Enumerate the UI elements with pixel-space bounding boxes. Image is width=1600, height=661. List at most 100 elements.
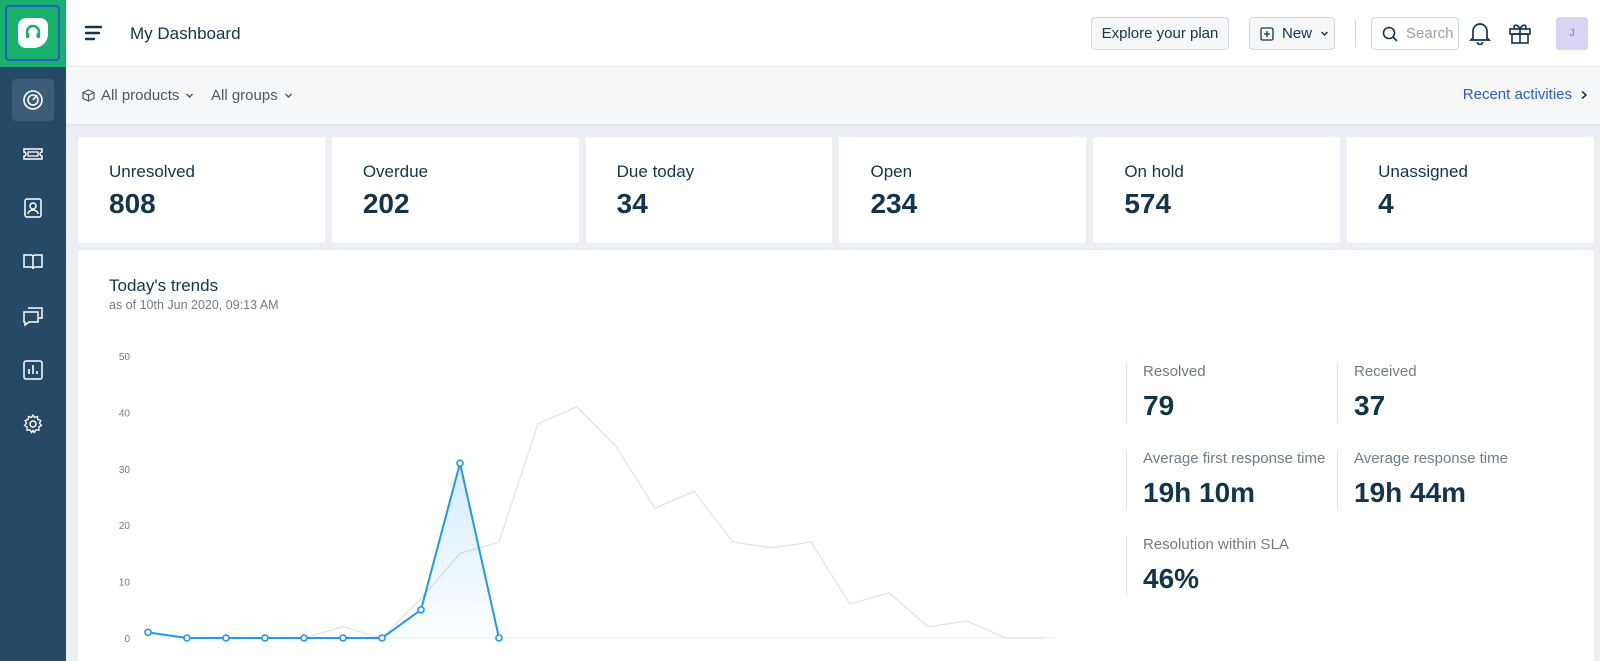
card-label: Open xyxy=(870,162,913,181)
metric-value: 19h 44m xyxy=(1354,477,1467,508)
sidebar-item-contacts[interactable] xyxy=(12,187,54,229)
card-label: Due today xyxy=(616,162,695,181)
card-unresolved[interactable]: Unresolved 808 xyxy=(78,137,325,243)
data-point xyxy=(339,634,347,642)
card-value: 34 xyxy=(616,188,648,219)
sidebar-item-analytics[interactable] xyxy=(12,349,54,391)
products-filter-label: All products xyxy=(101,87,180,104)
box-icon xyxy=(82,89,95,102)
filter-bar: All products All groups Recent activitie… xyxy=(66,67,1600,125)
data-point xyxy=(378,634,386,642)
data-point xyxy=(300,634,308,642)
groups-filter[interactable]: All groups xyxy=(211,87,293,104)
avatar[interactable]: J xyxy=(1556,17,1588,50)
y-tick-label: 10 xyxy=(119,578,131,589)
card-label: On hold xyxy=(1124,162,1184,181)
sidebar-item-tickets[interactable] xyxy=(12,133,54,175)
card-value: 234 xyxy=(870,188,918,219)
sidebar-item-admin[interactable] xyxy=(12,403,54,445)
metric-value: 19h 10m xyxy=(1143,477,1256,508)
analytics-icon xyxy=(23,360,43,380)
card-label: Unresolved xyxy=(109,162,195,181)
card-value: 4 xyxy=(1378,188,1394,219)
notifications-button[interactable] xyxy=(1467,20,1493,46)
summary-cards: Unresolved 808 Overdue 202 Due today 34 … xyxy=(78,137,1594,243)
sidebar-item-forums[interactable] xyxy=(12,295,54,337)
card-overdue[interactable]: Overdue 202 xyxy=(331,137,579,243)
data-point xyxy=(495,634,503,642)
data-point xyxy=(456,459,464,467)
headset-logo-icon xyxy=(17,18,48,48)
add-box-icon xyxy=(1260,26,1274,41)
forums-icon xyxy=(23,307,43,327)
top-header: My Dashboard Explore your plan New Searc… xyxy=(66,0,1600,67)
groups-filter-label: All groups xyxy=(211,87,278,104)
series-line-today xyxy=(147,462,500,639)
metric-received: Received 37 xyxy=(1337,363,1547,423)
metric-label: Received xyxy=(1354,363,1417,380)
metric-avg-first-response: Average first response time 19h 10m xyxy=(1126,450,1336,510)
metric-resolution-sla: Resolution within SLA 46% xyxy=(1126,536,1336,596)
chevron-down-icon xyxy=(1321,31,1329,36)
metric-label: Resolution within SLA xyxy=(1143,536,1289,553)
chevron-down-icon xyxy=(186,93,194,98)
card-label: Unassigned xyxy=(1378,162,1468,181)
metric-label: Average first response time xyxy=(1143,450,1326,467)
chevron-down-icon xyxy=(284,93,292,98)
search-icon xyxy=(1382,26,1398,42)
page-title: My Dashboard xyxy=(130,24,241,43)
card-due-today[interactable]: Due today 34 xyxy=(585,137,833,243)
metric-label: Resolved xyxy=(1143,363,1206,380)
gift-icon xyxy=(1509,24,1531,44)
data-point xyxy=(183,634,191,642)
card-open[interactable]: Open 234 xyxy=(839,137,1087,243)
sidebar-item-solutions[interactable] xyxy=(12,241,54,283)
logo-frame xyxy=(5,5,60,61)
contacts-icon xyxy=(24,198,42,218)
metric-resolved: Resolved 79 xyxy=(1126,363,1336,423)
whats-new-button[interactable] xyxy=(1507,20,1533,46)
y-tick-label: 40 xyxy=(119,408,131,419)
admin-gear-icon xyxy=(23,413,43,434)
series-line-previous xyxy=(147,405,1045,639)
y-tick-label: 20 xyxy=(119,521,131,532)
search-input[interactable]: Search xyxy=(1371,17,1459,50)
trends-title: Today's trends xyxy=(109,276,219,295)
sidebar xyxy=(0,0,66,661)
bell-icon xyxy=(1469,23,1491,45)
card-value: 574 xyxy=(1124,188,1172,219)
data-point xyxy=(417,605,425,614)
data-point xyxy=(261,634,269,642)
metric-value: 46% xyxy=(1143,563,1200,594)
data-point xyxy=(222,634,230,642)
series-area-today xyxy=(148,463,499,638)
card-on-hold[interactable]: On hold 574 xyxy=(1093,137,1341,243)
metric-label: Average response time xyxy=(1354,450,1508,467)
hamburger-menu-icon[interactable] xyxy=(84,24,104,42)
header-divider xyxy=(1355,19,1356,47)
explore-plan-button[interactable]: Explore your plan xyxy=(1091,17,1229,50)
products-filter[interactable]: All products xyxy=(82,87,194,104)
tickets-icon xyxy=(23,148,43,160)
data-point xyxy=(144,628,152,637)
recent-activities-label: Recent activities xyxy=(1462,86,1572,103)
metric-value: 79 xyxy=(1143,390,1175,421)
app-logo[interactable] xyxy=(0,0,66,67)
chevron-right-icon xyxy=(1581,90,1588,99)
trends-timestamp: as of 10th Jun 2020, 09:13 AM xyxy=(109,298,279,312)
new-button-label: New xyxy=(1282,25,1313,42)
search-placeholder: Search xyxy=(1406,25,1454,42)
card-label: Overdue xyxy=(362,162,429,181)
y-tick-label: 50 xyxy=(119,352,131,363)
card-unassigned[interactable]: Unassigned 4 xyxy=(1347,137,1594,243)
card-value: 202 xyxy=(362,188,410,219)
new-button[interactable]: New xyxy=(1249,17,1335,50)
dashboard-icon xyxy=(23,90,43,110)
trends-line-chart[interactable]: 0 10 20 30 40 50 xyxy=(78,250,1078,661)
solutions-icon xyxy=(23,254,43,270)
metric-value: 37 xyxy=(1354,390,1386,421)
sidebar-item-dashboard[interactable] xyxy=(12,79,54,121)
y-tick-label: 0 xyxy=(124,634,130,645)
recent-activities-link[interactable]: Recent activities xyxy=(1463,86,1588,103)
metric-avg-response: Average response time 19h 44m xyxy=(1337,450,1547,510)
